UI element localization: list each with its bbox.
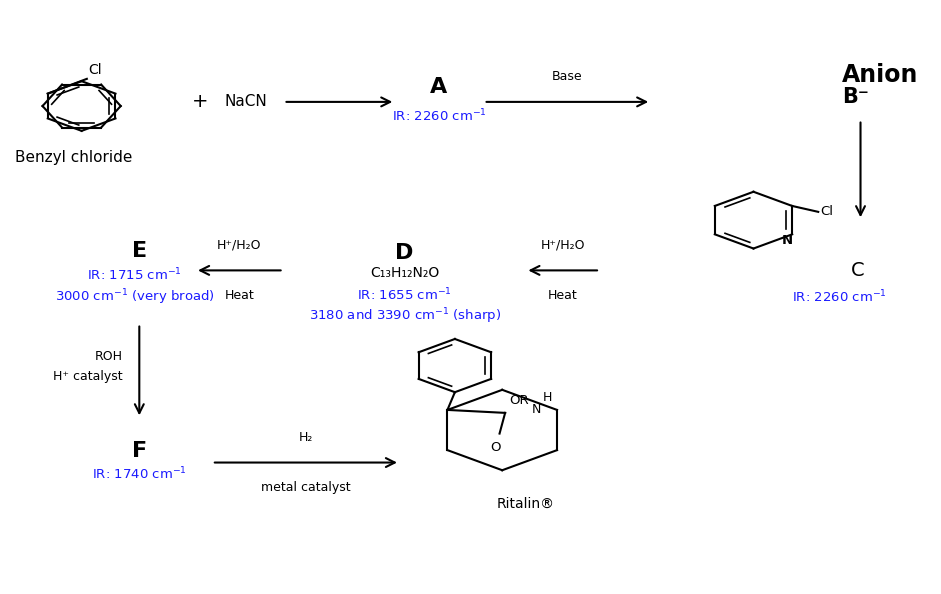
Text: D: D (395, 243, 414, 263)
Text: 3180 and 3390 cm$^{-1}$ (sharp): 3180 and 3390 cm$^{-1}$ (sharp) (309, 306, 501, 326)
Text: C₁₃H₁₂N₂O: C₁₃H₁₂N₂O (370, 266, 439, 280)
Text: Ritalin®: Ritalin® (497, 497, 554, 511)
Text: H⁺ catalyst: H⁺ catalyst (53, 370, 122, 383)
Text: Heat: Heat (548, 289, 578, 302)
Text: H⁺/H₂O: H⁺/H₂O (540, 238, 585, 251)
Text: H: H (543, 391, 552, 404)
Text: IR: 1655 cm$^{-1}$: IR: 1655 cm$^{-1}$ (358, 287, 452, 304)
Text: H₂: H₂ (298, 431, 313, 444)
Text: C: C (851, 261, 865, 280)
Text: N: N (532, 403, 541, 416)
Text: Anion: Anion (842, 64, 918, 87)
Text: metal catalyst: metal catalyst (261, 482, 351, 494)
Text: ROH: ROH (94, 350, 122, 362)
Text: IR: 2260 cm$^{-1}$: IR: 2260 cm$^{-1}$ (791, 289, 886, 305)
Text: +: + (192, 93, 208, 112)
Text: N: N (782, 234, 793, 247)
Text: Heat: Heat (225, 289, 254, 302)
Text: NaCN: NaCN (225, 94, 267, 109)
Text: OR: OR (509, 394, 529, 407)
Text: Cl: Cl (821, 206, 833, 219)
Text: IR: 1715 cm$^{-1}$: IR: 1715 cm$^{-1}$ (88, 266, 182, 283)
Text: F: F (132, 441, 147, 461)
Text: A: A (430, 77, 448, 97)
Text: H⁺/H₂O: H⁺/H₂O (217, 238, 262, 251)
Text: IR: 1740 cm$^{-1}$: IR: 1740 cm$^{-1}$ (92, 466, 186, 483)
Text: Base: Base (552, 70, 582, 83)
Text: Cl: Cl (88, 63, 103, 77)
Text: 3000 cm$^{-1}$ (very broad): 3000 cm$^{-1}$ (very broad) (55, 287, 215, 307)
Text: IR: 2260 cm$^{-1}$: IR: 2260 cm$^{-1}$ (391, 108, 486, 124)
Text: E: E (132, 242, 147, 261)
Text: B⁻: B⁻ (842, 87, 869, 107)
Text: O: O (490, 441, 501, 454)
Text: Benzyl chloride: Benzyl chloride (15, 150, 133, 165)
